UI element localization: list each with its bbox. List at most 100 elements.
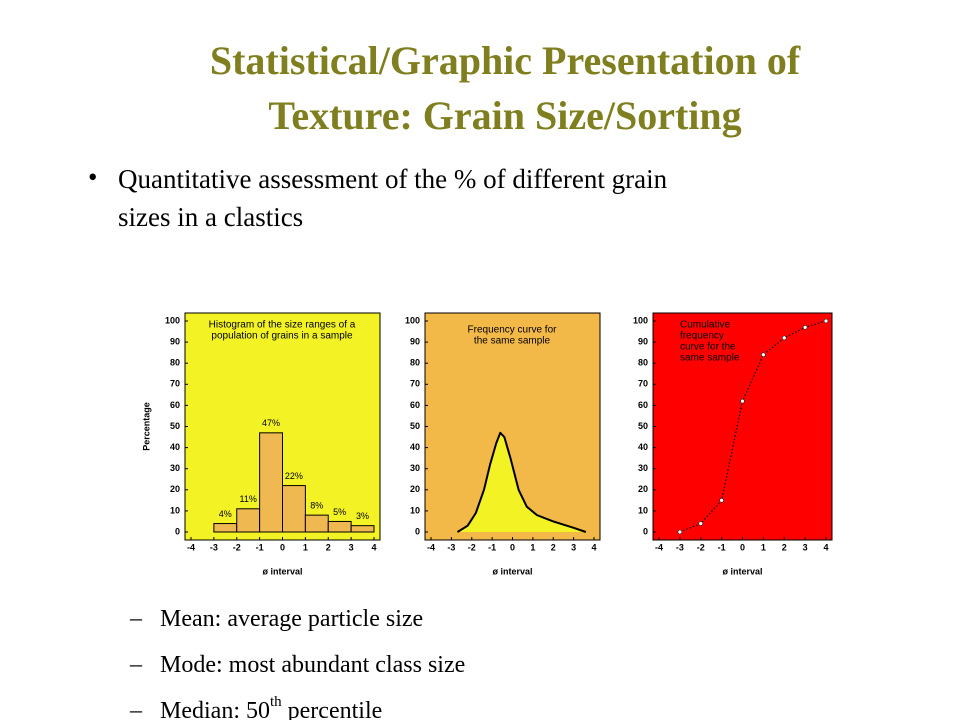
area	[457, 432, 586, 532]
y-tick-label: 80	[638, 358, 648, 368]
marker	[823, 318, 829, 324]
x-tick-label: 3	[571, 542, 576, 552]
line	[679, 320, 827, 533]
x-tick-label: 1	[761, 542, 766, 552]
y-tick-label: 90	[638, 336, 648, 346]
sub-bullet: Median: 50th percentile	[160, 694, 382, 720]
x-tick-label: 2	[782, 542, 787, 552]
y-tick-label: 100	[165, 315, 180, 325]
x-tick-label: 4	[823, 542, 828, 552]
x-tick-label: 3	[349, 542, 354, 552]
value-label: 11%	[240, 494, 257, 504]
y-tick-label: 50	[638, 421, 648, 431]
sub-bullets: – Mean: average particle size– Mode: most …	[129, 606, 465, 720]
x-tick-label: 0	[510, 542, 515, 552]
x-tick-label: 1	[303, 542, 308, 552]
dash: –	[129, 698, 143, 720]
y-tick-label: 20	[410, 484, 420, 494]
bar	[304, 514, 329, 533]
y-tick-label: 70	[170, 379, 180, 389]
marker	[782, 335, 787, 341]
bar	[236, 508, 261, 533]
superscript: th	[270, 694, 282, 710]
line	[456, 431, 587, 533]
x-tick-label: -4	[187, 542, 195, 552]
chart-title: the same sample	[474, 336, 551, 347]
y-tick-label: 30	[638, 463, 648, 473]
sub-bullet: Mean: average particle size	[160, 606, 423, 632]
y-tick-label: 90	[410, 336, 420, 346]
x-tick-label: 2	[326, 542, 331, 552]
bar	[350, 525, 375, 533]
dash: –	[129, 652, 143, 678]
sub-bullet-text: Mean: average particle size	[160, 606, 423, 632]
marker	[761, 352, 766, 358]
chart-title: same sample	[680, 353, 740, 364]
chart-title: curve for the	[680, 342, 736, 353]
y-tick-label: 20	[170, 484, 180, 494]
x-tick-label: -2	[697, 542, 705, 552]
y-tick-label: 30	[170, 463, 180, 473]
bar	[282, 485, 306, 533]
dash: –	[129, 606, 143, 632]
x-tick-label: 4	[591, 542, 596, 552]
y-tick-label: 10	[410, 505, 420, 515]
x-tick-label: -2	[233, 542, 241, 552]
y-axis-label: Percentage	[141, 402, 151, 451]
value-label: 3%	[356, 511, 369, 521]
x-tick-label: -4	[427, 542, 435, 552]
x-axis-label: ø interval	[262, 566, 302, 576]
y-tick-label: 60	[410, 400, 420, 410]
y-tick-label: 20	[638, 484, 648, 494]
y-tick-label: 60	[638, 400, 648, 410]
x-tick-label: -3	[447, 542, 455, 552]
x-tick-label: 4	[371, 542, 376, 552]
x-tick-label: -1	[718, 542, 726, 552]
y-tick-label: 40	[410, 442, 420, 452]
chart-title: Frequency curve for	[468, 325, 558, 336]
y-tick-label: 70	[638, 379, 648, 389]
x-tick-label: -1	[256, 542, 264, 552]
y-tick-label: 40	[638, 442, 648, 452]
marker	[698, 521, 703, 526]
sub-bullet: Mode: most abundant class size	[160, 652, 465, 678]
value-label: 4%	[219, 509, 232, 519]
bar	[327, 520, 352, 533]
marker	[740, 398, 745, 404]
y-tick-label: 10	[170, 505, 180, 515]
slide-title: Texture: Grain Size/Sorting	[268, 93, 741, 138]
marker	[719, 498, 724, 503]
x-axis-label: ø interval	[492, 566, 532, 576]
chart-title: population of grains in a sample	[211, 331, 353, 342]
x-tick-label: 0	[740, 542, 745, 552]
y-tick-label: 90	[170, 336, 180, 346]
y-tick-label: 60	[170, 400, 180, 410]
figures: 0 10 20 30 40 50 60 70 80 90 100 -4 -3 -2 -1 0 1 2 3 4 ø int…	[141, 312, 833, 576]
y-tick-label: 80	[410, 358, 420, 368]
x-tick-label: -4	[655, 542, 663, 552]
marker	[802, 325, 808, 330]
y-tick-label: 40	[170, 442, 180, 452]
sub-bullet-text: Median: 50	[160, 698, 270, 720]
y-tick-label: 100	[633, 315, 648, 325]
marker	[677, 529, 683, 535]
slide-title: Statistical/Graphic Presentation of	[210, 38, 801, 83]
value-label: 22%	[285, 471, 303, 481]
y-tick-label: 50	[410, 421, 420, 431]
bullet: Quantitative assessment of the % of diff…	[118, 164, 668, 194]
y-tick-label: 100	[405, 315, 420, 325]
sub-bullet-text: percentile	[282, 698, 383, 720]
y-tick-label: 70	[410, 379, 420, 389]
sub-bullet-text: Mode: most abundant class size	[160, 652, 465, 678]
chart-title: Cumulative	[680, 320, 730, 331]
bar	[213, 523, 238, 533]
x-axis-label: ø interval	[722, 566, 762, 576]
value-label: 47%	[262, 418, 280, 428]
x-tick-label: -1	[488, 542, 496, 552]
x-tick-label: 3	[803, 542, 808, 552]
y-tick-label: 50	[170, 421, 180, 431]
bullet: sizes in a clastics	[118, 202, 303, 232]
y-tick-label: 30	[410, 463, 420, 473]
chart-title: Histogram of the size ranges of a	[209, 320, 356, 331]
